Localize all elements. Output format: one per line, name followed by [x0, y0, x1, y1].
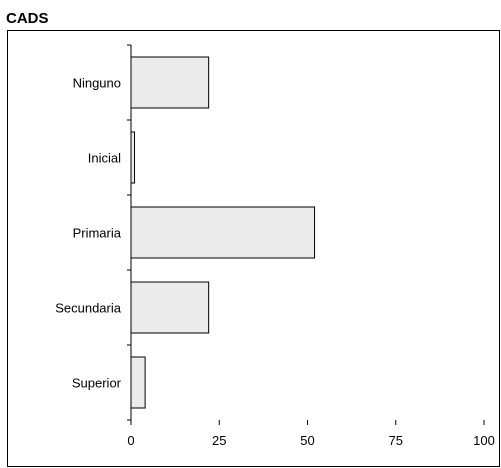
bar-ninguno	[130, 56, 210, 109]
x-tick-label: 50	[300, 433, 314, 448]
bar-secundaria	[130, 281, 210, 334]
chart-title: CADS	[6, 10, 49, 27]
category-label: Superior	[72, 376, 122, 391]
chart-frame	[7, 30, 500, 467]
category-label: Ninguno	[73, 76, 121, 91]
x-tick-label: 75	[389, 433, 403, 448]
category-label: Primaria	[73, 226, 122, 241]
x-tick-label: 0	[127, 433, 134, 448]
x-tick-label: 25	[212, 433, 226, 448]
category-label: Inicial	[88, 151, 121, 166]
category-label: Secundaria	[55, 301, 122, 316]
bar-superior	[130, 356, 146, 409]
x-tick-label: 100	[473, 433, 495, 448]
bar-primaria	[130, 206, 316, 259]
bar-inicial	[130, 131, 136, 184]
